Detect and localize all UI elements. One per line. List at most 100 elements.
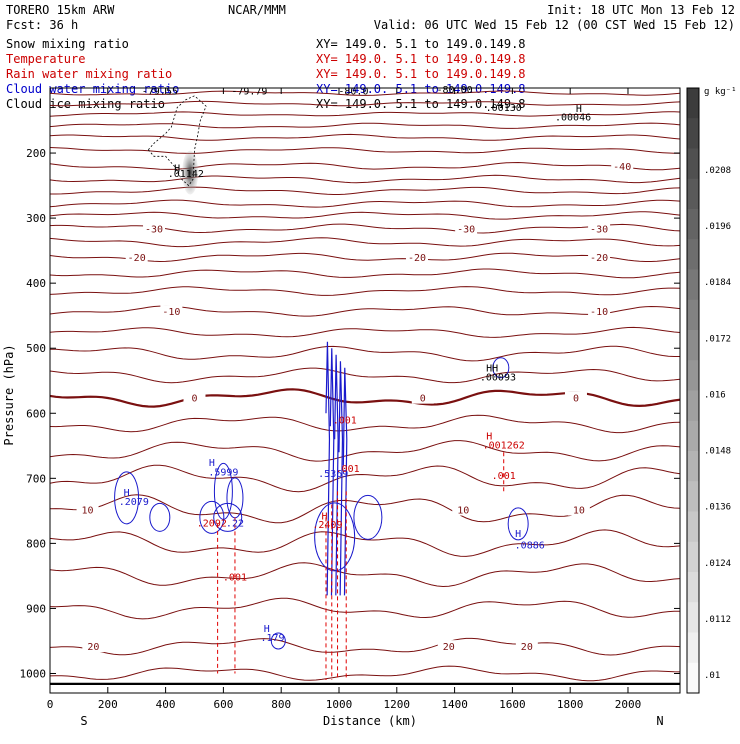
x-tick-label: 800 [271, 698, 291, 711]
contour-annotation: H [576, 104, 582, 115]
isotherm-line [49, 199, 681, 208]
colorbar-swatch [687, 118, 699, 149]
contour-annotation: .0886 [515, 541, 545, 552]
isotherm-line [49, 147, 680, 154]
y-tick-label: 600 [26, 407, 46, 420]
colorbar-tick-label: .0172 [704, 334, 731, 344]
legend-xy-cloud-ice: XY= 149.0. 5.1 to 149.0.149.8 [316, 97, 526, 111]
colorbar-swatch [687, 541, 699, 573]
header-fcst: Fcst: 36 h [6, 18, 78, 32]
isotherm-label: 20 [443, 642, 455, 653]
axis-layer: 0 200 400 600 800 1000 1200 1400 1600 1800 2000200… [20, 88, 680, 711]
y-tick-label: 400 [26, 277, 46, 290]
isotherm-line [49, 133, 681, 141]
contour-annotation: .22 [226, 518, 244, 529]
y-tick-label: 1000 [20, 667, 47, 680]
cloud-water-contour [114, 471, 140, 525]
contour-annotation: .001 [492, 471, 516, 482]
legend-label-temperature: Temperature [6, 52, 85, 66]
isotherm-line [49, 286, 681, 296]
isotherm-label-bg [437, 640, 460, 653]
isotherm-label-bg [183, 391, 206, 404]
isotherm-label: -30 [590, 225, 608, 236]
x-tick-label: 600 [213, 698, 233, 711]
isotherm-label-bg [143, 222, 166, 235]
isotherm-label: 0 [420, 394, 426, 405]
isotherm-line [49, 414, 681, 434]
header-init: Init: 18 UTC Mon 13 Feb 12 [547, 3, 735, 17]
cloud-water-strand [338, 361, 344, 596]
colorbar-swatch [687, 572, 699, 603]
isotherm-line [49, 90, 681, 96]
isotherm-label-bg [588, 305, 611, 318]
isotherm-label: -20 [590, 253, 608, 264]
isotherm-line [49, 211, 681, 220]
colorbar-swatch [687, 662, 699, 694]
cloud-water-strand [342, 367, 348, 596]
isotherm-line [49, 100, 681, 107]
isotherm-label-bg [611, 160, 634, 173]
legend-label-rain: Rain water mixing ratio [6, 67, 172, 81]
isotherm-label: 10 [82, 506, 94, 517]
contour-annotation: .2079 [119, 497, 149, 508]
isotherm-line [49, 122, 681, 129]
isotherm-layer: -40 -30 -30 -30 -20 -20 -20 -10 -10 0 0 0 10 10 10 20 20… [49, 90, 681, 685]
contour-annotation: H [322, 511, 328, 522]
isotherm-line [49, 305, 681, 317]
contour-annotation: H [486, 431, 492, 442]
header-model: TORERO 15km ARW [6, 3, 115, 17]
legend-xy-rain: XY= 149.0. 5.1 to 149.0.149.8 [316, 67, 526, 81]
y-tick-label: 500 [26, 342, 46, 355]
isotherm-line [49, 237, 681, 248]
cloud-water-contour [314, 502, 356, 572]
isotherm-label: -30 [457, 225, 475, 236]
isotherm-label-bg [411, 391, 434, 404]
y-tick-label: 900 [26, 602, 46, 615]
colorbar-swatch [687, 511, 699, 543]
colorbar-swatch [687, 299, 699, 331]
x-tick-label: 400 [156, 698, 176, 711]
left-end-label: S [80, 714, 87, 728]
isotherm-line [49, 367, 681, 384]
cloud-water-strand [334, 354, 339, 596]
isotherm-line [49, 562, 681, 588]
contour-annotation: .001262 [483, 440, 525, 451]
contour-annotation: .001 [333, 416, 357, 427]
contour-annotation: H [124, 488, 130, 499]
colorbar-tick-label: .0136 [704, 503, 731, 513]
isotherm-line [49, 529, 681, 557]
colorbar-tick-label: .0124 [704, 559, 731, 569]
colorbar-swatch [687, 239, 699, 270]
contour-annotation: .2092 [197, 518, 227, 529]
colorbar: .0208 .0196 .0184 .0172 .016 .0148 .0136 .0124.… [686, 87, 731, 694]
colorbar-swatch [687, 88, 699, 119]
isotherm-line [49, 252, 681, 263]
y-tick-label: 700 [26, 472, 46, 485]
legend-label-cloud-ice: Cloud ice mixing ratio [6, 97, 165, 111]
isotherm-line [49, 268, 681, 279]
isotherm-line [49, 440, 681, 462]
isotherm-line [49, 464, 681, 493]
contour-annotation: .179 [260, 633, 284, 644]
isotherm-label: 20 [87, 642, 99, 653]
colorbar-unit: g kg⁻¹ [704, 87, 737, 97]
contour-annotation: .00130 [486, 103, 522, 114]
contour-annotation: .001 [223, 572, 247, 583]
contour-annotation: .001 [336, 464, 360, 475]
isotherm-label: 10 [457, 506, 469, 517]
isotherm-label: 20 [521, 642, 533, 653]
y-tick-label: 800 [26, 537, 46, 550]
colorbar-swatch [687, 390, 699, 422]
cloud-water-contour [226, 477, 244, 519]
contour-annotation: H [515, 529, 521, 540]
isotherm-label: -30 [145, 225, 163, 236]
colorbar-swatch [687, 632, 699, 664]
isotherm-label-bg [515, 640, 538, 653]
plot-frame [49, 87, 681, 694]
x-tick-label: 0 [47, 698, 54, 711]
colorbar-frame [686, 87, 700, 694]
isotherm-label-bg [452, 503, 475, 516]
ice-contour [147, 95, 207, 187]
isotherm-label-bg [564, 391, 587, 404]
colorbar-swatch [687, 209, 699, 240]
